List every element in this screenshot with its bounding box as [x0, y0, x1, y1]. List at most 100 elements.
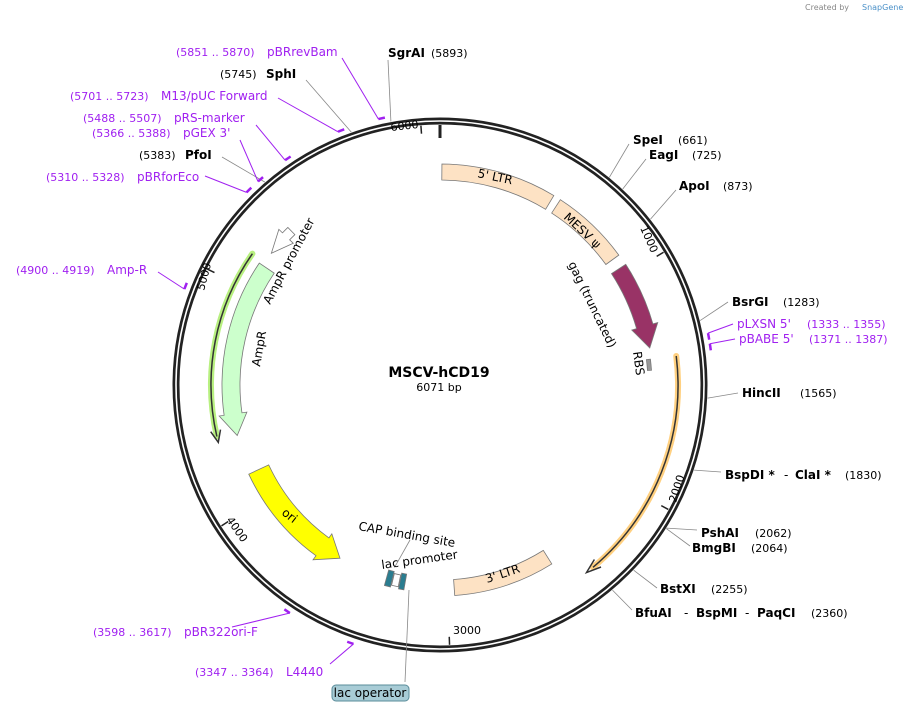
primer-range: (5310 .. 5328): [46, 171, 125, 184]
primer-leader-line: [709, 338, 736, 345]
enzyme-position: (1283): [783, 296, 820, 309]
enzyme-leader-line: [612, 589, 633, 611]
primer-pbabe-5[interactable]: pBABE 5' (1371 .. 1387): [739, 332, 888, 346]
primer-prs-marker[interactable]: (5488 .. 5507) pRS-marker: [83, 111, 245, 125]
feature-ampr: [218, 262, 275, 437]
primer-pbr322ori-f[interactable]: (3598 .. 3617) pBR322ori-F: [93, 625, 258, 639]
primer-name: M13/pUC Forward: [161, 89, 268, 103]
enzyme-position: (2360): [811, 607, 848, 620]
enzyme-site-eagi[interactable]: EagI (725): [649, 148, 722, 162]
enzyme-site-hincii[interactable]: HincII (1565): [742, 386, 837, 400]
enzyme-position: (1565): [800, 387, 837, 400]
cd19-arrowhead: [584, 559, 602, 575]
enzyme-name: ClaI *: [795, 468, 832, 482]
enzyme-position: (725): [692, 149, 722, 162]
feature-label-ampr: AmpR: [249, 330, 269, 368]
primer-leader-line: [231, 612, 291, 628]
feature-mesv-psi: [551, 199, 620, 266]
primer-mark: [706, 332, 711, 340]
enzyme-site-sphi[interactable]: (5745) SphI: [220, 67, 296, 81]
primer-name: pBR322ori-F: [184, 625, 258, 639]
credit-text: Created by: [805, 3, 849, 12]
feature-lac-promoter: [383, 569, 395, 588]
feature-5-ltr: [441, 163, 555, 210]
separator: -: [784, 468, 788, 482]
tick-mark-5000: [206, 268, 215, 274]
primer-l4440[interactable]: (3347 .. 3364) L4440: [195, 665, 323, 679]
backbone-ring-gap: [175, 120, 705, 650]
lac-operator-label[interactable]: lac operator: [331, 684, 410, 702]
plasmid-name: MSCV-hCD19: [388, 365, 489, 381]
feature-label-gag: gag (truncated): [565, 259, 619, 350]
primer-leader-line: [255, 124, 286, 161]
primer-mark: [284, 155, 292, 162]
feature-gag-truncated: [610, 263, 659, 349]
feature-cap-binding-site: [398, 572, 408, 591]
primer-pgex-3[interactable]: (5366 .. 5388) pGEX 3': [92, 126, 230, 140]
primer-amp-r[interactable]: (4900 .. 4919) Amp-R: [16, 263, 147, 277]
enzyme-name: PfoI: [185, 148, 212, 162]
lac-operator-leader: [404, 589, 410, 683]
lac-promoter-leader: [394, 539, 411, 568]
enzyme-site-bstxi[interactable]: BstXI (2255): [660, 582, 748, 596]
primer-plxsn-5[interactable]: pLXSN 5' (1333 .. 1355): [737, 317, 886, 331]
tick-mark-6000: [420, 125, 423, 134]
primer-range: (1333 .. 1355): [807, 318, 886, 331]
tick-mark-4000: [221, 520, 229, 527]
primer-range: (3347 .. 3364): [195, 666, 274, 679]
tick-label-3000: 3000: [453, 624, 481, 637]
enzyme-leader-line: [633, 569, 658, 589]
enzyme-site-sgrai[interactable]: SgrAI (5893): [388, 46, 468, 60]
enzyme-site-bmgbi[interactable]: BmgBI (2064): [692, 541, 788, 555]
enzyme-site-spei[interactable]: SpeI (661): [633, 133, 708, 147]
tick-mark-1000: [656, 251, 664, 257]
enzyme-position: (5383): [139, 149, 176, 162]
primer-mark: [257, 176, 264, 183]
enzyme-site-bfuai-bspmi-paqci[interactable]: BfuAI - BspMI - PaqCI (2360): [635, 606, 848, 620]
enzyme-position: (5893): [431, 47, 468, 60]
enzyme-leader-line: [694, 469, 722, 473]
enzyme-site-bspdi-clai[interactable]: BspDI * - ClaI * (1830): [725, 468, 882, 482]
primer-leader-line: [277, 97, 339, 133]
enzyme-site-pshai[interactable]: PshAI (2062): [701, 526, 792, 540]
primer-leader-line: [707, 323, 734, 334]
enzyme-site-bsrgi[interactable]: BsrGI (1283): [732, 295, 820, 309]
enzyme-name: HincII: [742, 386, 781, 400]
ampr-line: [210, 253, 254, 437]
enzyme-leader-line: [609, 143, 630, 178]
primer-leader-line: [157, 271, 185, 290]
enzyme-leader-line: [622, 158, 647, 190]
enzyme-name: BsrGI: [732, 295, 769, 309]
primer-pbrforeco[interactable]: (5310 .. 5328) pBRforEco: [46, 170, 199, 184]
enzyme-site-pfoi[interactable]: (5383) PfoI: [139, 148, 212, 162]
tick-label-1000: 1000: [637, 224, 660, 255]
enzyme-position: (1830): [845, 469, 882, 482]
separator: -: [684, 606, 688, 620]
enzyme-name: BspDI *: [725, 468, 775, 482]
enzyme-position: (873): [723, 180, 753, 193]
enzyme-name: SgrAI: [388, 46, 425, 60]
cd19-line: [592, 355, 679, 568]
primer-range: (3598 .. 3617): [93, 626, 172, 639]
enzyme-site-apoi[interactable]: ApoI (873): [679, 179, 753, 193]
enzyme-name: BspMI: [696, 606, 737, 620]
primer-mark: [346, 640, 354, 646]
enzyme-name: SphI: [266, 67, 296, 81]
enzyme-name: SpeI: [633, 133, 663, 147]
primer-range: (5851 .. 5870): [176, 46, 255, 59]
enzyme-leader-line: [650, 189, 677, 220]
primer-m13-puc-forward[interactable]: (5701 .. 5723) M13/pUC Forward: [70, 89, 268, 103]
lac-operator-text: lac operator: [334, 686, 407, 700]
primer-range: (5701 .. 5723): [70, 90, 149, 103]
lac-operator-box: [331, 684, 410, 702]
enzyme-position: (2062): [755, 527, 792, 540]
primer-name: pBABE 5': [739, 332, 794, 346]
feature-label-lac-promoter: lac promoter: [380, 547, 458, 572]
primer-mark: [245, 186, 253, 194]
primer-mark: [378, 116, 386, 121]
primer-pbrrevbam[interactable]: (5851 .. 5870) pBRrevBam: [176, 45, 338, 59]
tick-mark-2000: [660, 504, 669, 511]
primer-leader-line: [329, 643, 354, 665]
primer-name: Amp-R: [107, 263, 147, 277]
